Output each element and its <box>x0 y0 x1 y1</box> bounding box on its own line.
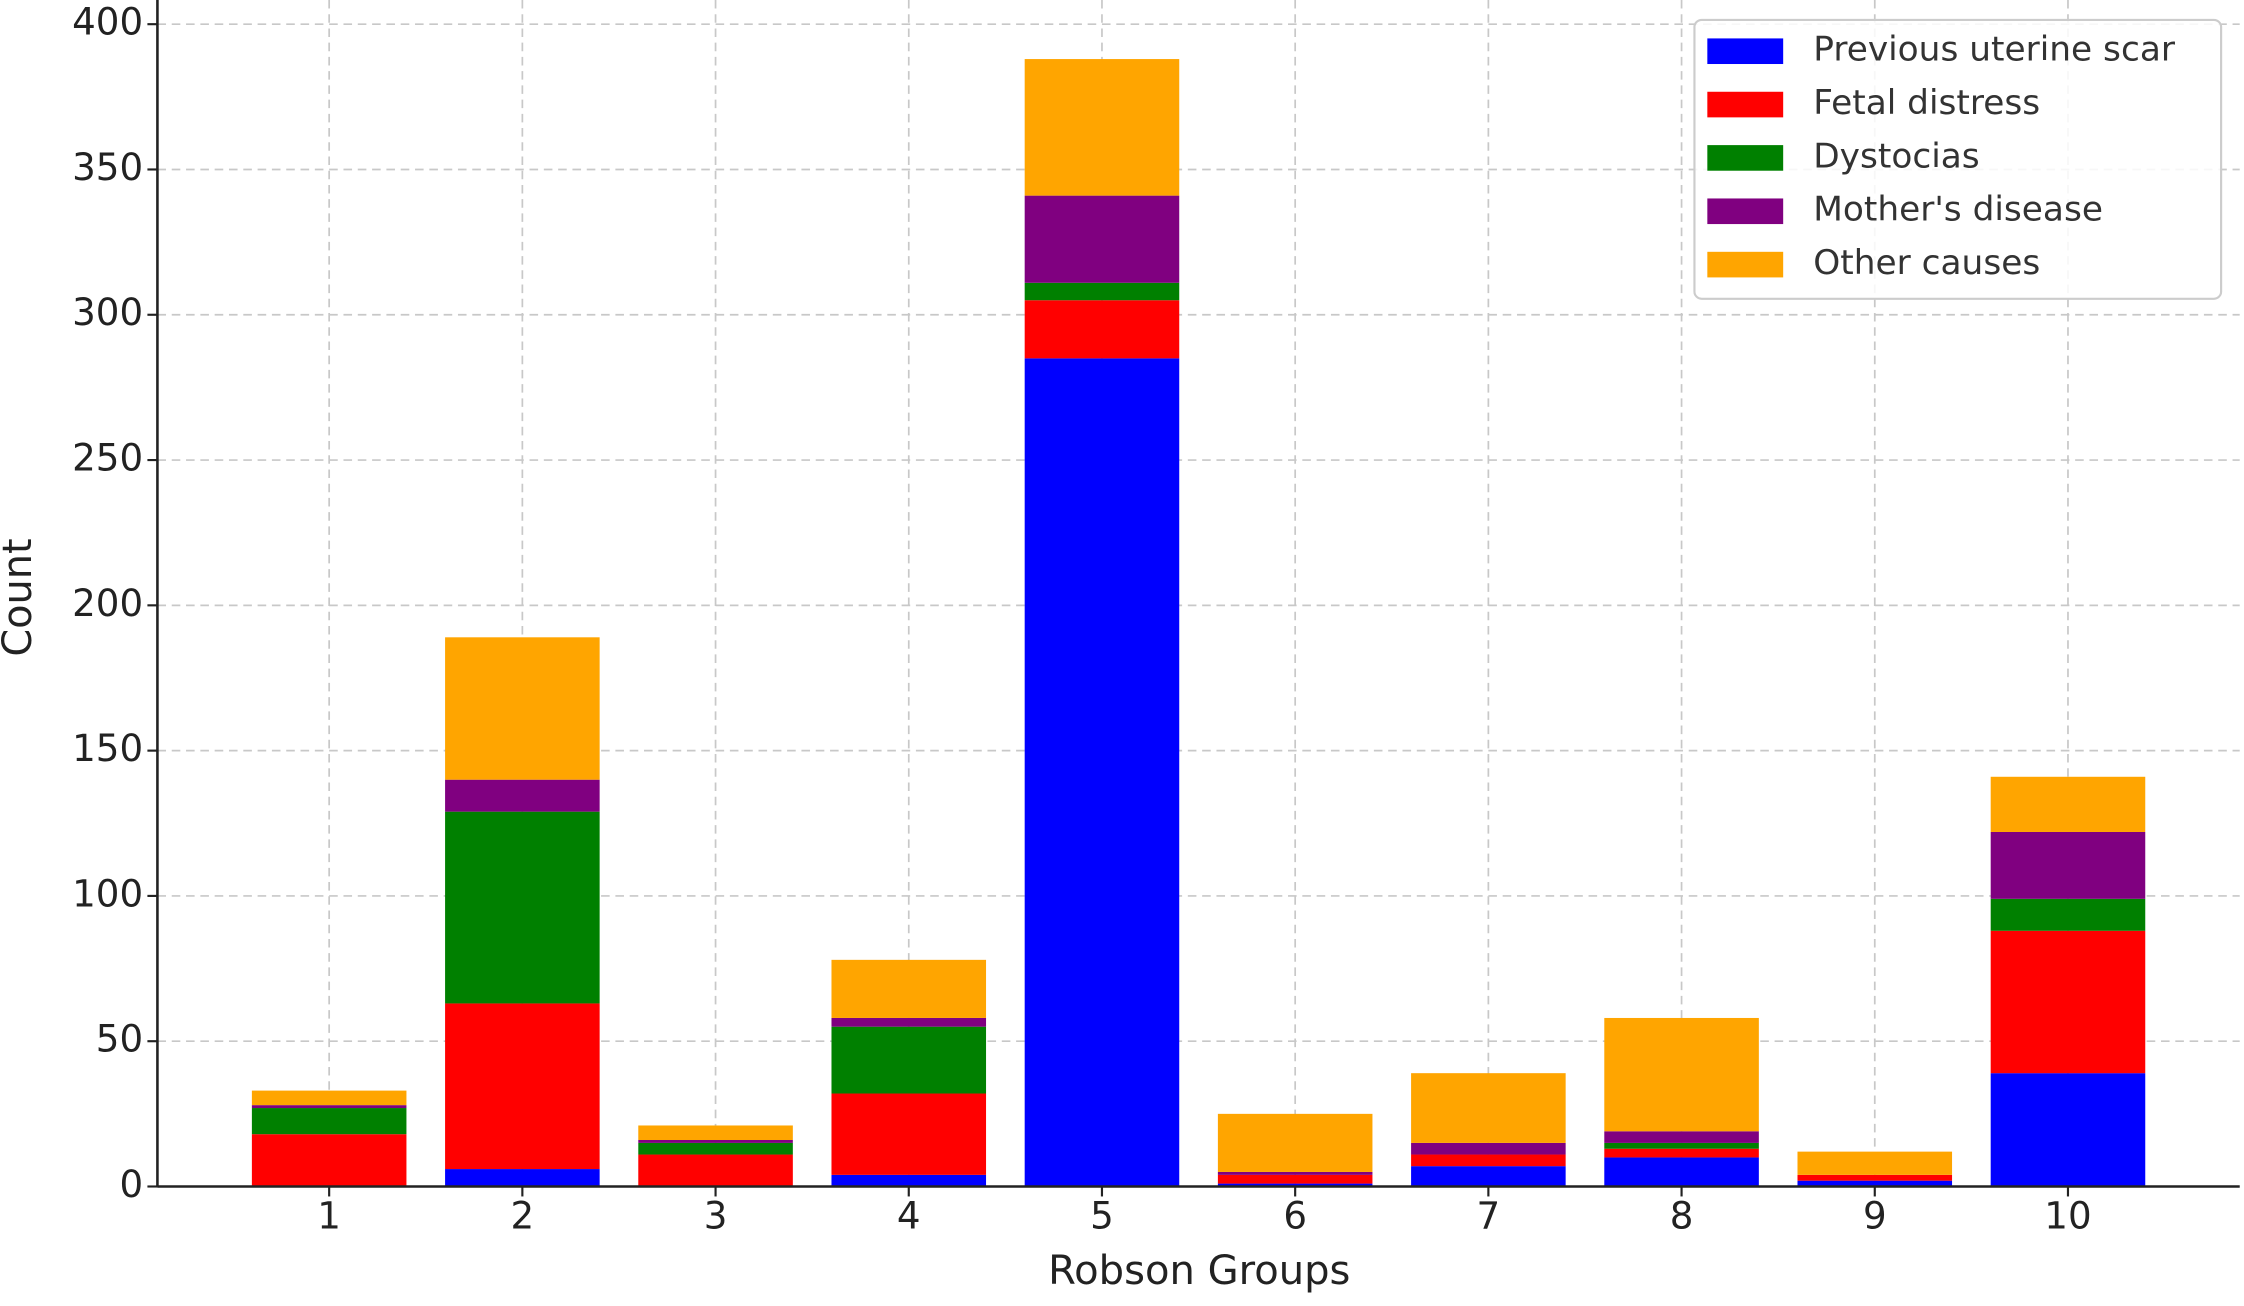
legend-swatch <box>1707 145 1784 171</box>
bar-segment <box>1990 930 2146 1074</box>
bar-segment <box>1797 1180 1953 1187</box>
legend-swatch <box>1707 91 1784 118</box>
bar-segment <box>831 1174 987 1187</box>
legend: Previous uterine scar Fetal distress Dysto… <box>1693 18 2223 300</box>
x-tick-label: 3 <box>704 1194 728 1237</box>
bar-segment <box>1411 1073 1566 1143</box>
legend-swatch <box>1707 198 1784 225</box>
bar-segment <box>1411 1142 1566 1155</box>
x-tick-label: 2 <box>511 1194 535 1237</box>
bar-segment <box>1990 776 2146 832</box>
bar-segment <box>1411 1166 1566 1187</box>
x-tick-label: 9 <box>1863 1194 1887 1237</box>
x-tick-label: 7 <box>1477 1194 1501 1237</box>
x-tick-label: 4 <box>897 1194 921 1237</box>
bar-segment <box>1217 1174 1373 1184</box>
x-tick-label: 5 <box>1090 1194 1114 1237</box>
y-tick-label: 350 <box>72 146 143 189</box>
bar-segment <box>251 1105 407 1109</box>
legend-swatch <box>1707 251 1784 278</box>
bar-segment <box>251 1108 407 1135</box>
y-tick-label: 300 <box>72 291 143 334</box>
bar-segment <box>445 637 600 780</box>
bar-segment <box>638 1154 793 1187</box>
bar-segment <box>1604 1131 1759 1143</box>
y-tick-label: 0 <box>119 1163 143 1206</box>
bar-segment <box>1990 898 2146 931</box>
legend-box <box>1693 18 2223 300</box>
x-axis-label: Robson Groups <box>1048 1248 1350 1294</box>
bar-segment <box>638 1125 793 1141</box>
bar-segment <box>1217 1171 1373 1175</box>
legend-label: Fetal distress <box>1813 83 2040 123</box>
legend-label: Other causes <box>1813 243 2040 283</box>
bar-segment <box>1024 300 1180 359</box>
x-tick-label: 6 <box>1283 1194 1307 1237</box>
bar-segment <box>251 1134 407 1187</box>
bar-segment <box>1797 1151 1953 1175</box>
bar-segment <box>831 1026 987 1094</box>
y-tick-label: 50 <box>96 1018 143 1061</box>
bar-segment <box>638 1142 793 1155</box>
y-axis-label: Count <box>0 538 41 656</box>
x-tick-label: 8 <box>1670 1194 1694 1237</box>
bar-segment <box>831 959 987 1018</box>
bar-segment <box>1024 195 1180 283</box>
legend-label: Dystocias <box>1813 136 1979 176</box>
bar-segment <box>1411 1154 1566 1167</box>
bar-segment <box>831 1093 987 1175</box>
y-tick-label: 250 <box>72 437 143 480</box>
bar-segment <box>638 1140 793 1143</box>
bar-segment <box>445 1003 600 1170</box>
bar-segment <box>1797 1174 1953 1181</box>
bar-segment <box>445 1169 600 1187</box>
x-tick-label: 10 <box>2044 1194 2091 1237</box>
bar-segment <box>1024 59 1180 196</box>
legend-label: Previous uterine scar <box>1813 30 2176 70</box>
y-tick-label: 200 <box>72 582 143 625</box>
bar-segment <box>1024 282 1180 301</box>
legend-label: Mother's disease <box>1813 190 2103 230</box>
y-tick-label: 100 <box>72 872 143 915</box>
bar-segment <box>1217 1183 1373 1187</box>
y-tick-label: 150 <box>72 727 143 770</box>
bar-segment <box>1604 1157 1759 1187</box>
legend-swatch <box>1707 38 1784 65</box>
bar-segment <box>1990 1073 2146 1187</box>
bar-segment <box>251 1090 407 1106</box>
bar-segment <box>1990 831 2146 899</box>
bar-segment <box>1024 358 1180 1187</box>
y-tick-label: 400 <box>72 1 143 44</box>
bar-segment <box>445 779 600 812</box>
bar-segment <box>1604 1017 1759 1132</box>
bar-segment <box>1604 1142 1759 1149</box>
bar-segment <box>1604 1148 1759 1158</box>
bar-segment <box>831 1017 987 1027</box>
bar-segment <box>1217 1113 1373 1172</box>
bar-segment <box>445 811 600 1004</box>
x-tick-label: 1 <box>317 1194 341 1237</box>
